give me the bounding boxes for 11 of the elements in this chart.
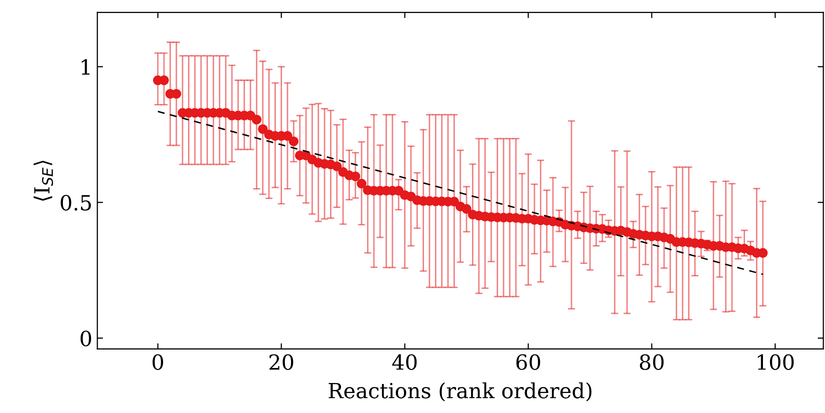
x-tick-label: 0 [152,354,164,370]
y-tick-label: 1 [82,59,90,75]
x-tick-label: 40 [392,354,417,370]
x-tick-label: 60 [516,354,540,370]
y-tick-label: 0.5 [60,194,91,211]
x-tick-label: 100 [758,354,794,370]
y-axis-title: ⟨I$_{SE}$⟩ [34,160,54,201]
y-tick-label: 0 [80,330,92,346]
x-tick-label: 20 [269,354,294,370]
x-axis-title: Reactions (rank ordered) [328,382,592,402]
x-tick-label: 80 [640,354,664,370]
